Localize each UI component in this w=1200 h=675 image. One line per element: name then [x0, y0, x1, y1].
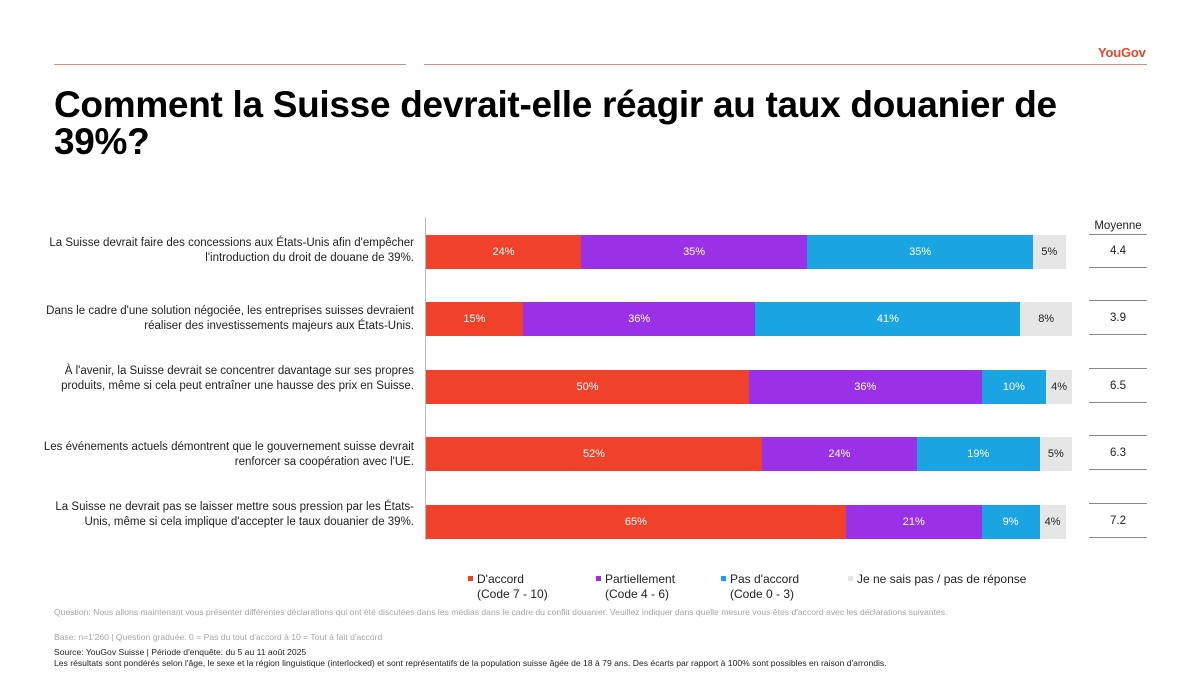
bar-segment: 5%	[1033, 235, 1066, 269]
category-label: Les événements actuels démontrent que le…	[43, 441, 414, 468]
bar-segment: 36%	[522, 302, 756, 336]
mean-value: 3.9	[1110, 312, 1126, 324]
mean-column-header: Moyenne	[1094, 220, 1142, 232]
data-label: 35%	[683, 246, 706, 258]
footnote-source: Source: YouGov Suisse | Période d'enquêt…	[54, 647, 307, 657]
bar-segment: 35%	[807, 235, 1034, 269]
mean-row-rule	[1089, 537, 1147, 538]
bar-segment: 50%	[426, 370, 749, 404]
mean-value: 6.5	[1110, 380, 1126, 392]
mean-value: 7.2	[1110, 515, 1126, 527]
mean-row-rule	[1089, 267, 1147, 268]
bar-segment: 8%	[1020, 302, 1072, 336]
footnote-base: Base: n=1'260 | Question graduée: 0 = Pa…	[54, 632, 383, 642]
category-label: La Suisse devrait faire des concessions …	[49, 237, 414, 264]
bar-segment: 19%	[916, 437, 1040, 471]
mean-row-rule	[1089, 435, 1147, 436]
data-label: 65%	[624, 516, 647, 528]
data-label: 9%	[1002, 516, 1019, 528]
mean-row-rule	[1089, 300, 1147, 301]
legend-code-range: (Code 7 - 10)	[477, 587, 548, 601]
legend-swatch	[596, 576, 601, 582]
bar-segment: 35%	[581, 235, 808, 269]
bar-segment: 15%	[426, 302, 523, 336]
bar-segment: 4%	[1046, 370, 1072, 404]
legend-item: Pas d'accord (Code 0 - 3)	[721, 572, 799, 602]
data-label: 41%	[876, 313, 899, 325]
mean-row-rule	[1089, 334, 1147, 335]
yougov-logo: YouGov	[1098, 45, 1146, 60]
category-label: Dans le cadre d'une solution négociée, l…	[46, 305, 414, 332]
mean-row-rule	[1089, 469, 1147, 470]
mean-row-rule	[1089, 368, 1147, 369]
bar-segment: 4%	[1039, 505, 1066, 539]
bar-segment: 36%	[749, 370, 982, 404]
data-label: 4%	[1051, 381, 1068, 393]
mean-header-rule	[1089, 234, 1147, 235]
page-title: Comment la Suisse devrait-elle réagir au…	[54, 84, 1057, 162]
legend-item: D'accord (Code 7 - 10)	[468, 572, 548, 602]
data-label: 19%	[967, 448, 990, 460]
legend-label: D'accord	[477, 572, 524, 586]
legend-label: Partiellement	[605, 572, 676, 586]
bar-segment: 65%	[426, 505, 846, 539]
category-axis-line	[425, 218, 426, 540]
data-label: 5%	[1047, 448, 1064, 460]
legend-label: Je ne sais pas / pas de réponse	[857, 572, 1027, 586]
legend-label: Pas d'accord	[730, 572, 799, 586]
bar-segment: 10%	[981, 370, 1047, 404]
header-rule-right	[424, 64, 1147, 65]
data-label: 15%	[463, 313, 486, 325]
mean-row-rule	[1089, 503, 1147, 504]
legend-item: Partiellement (Code 4 - 6)	[596, 572, 675, 602]
bar-segment: 52%	[426, 437, 762, 471]
data-label: 24%	[828, 448, 851, 460]
mean-value: 4.4	[1110, 245, 1126, 257]
header-rule-left	[54, 64, 406, 65]
data-label: 50%	[576, 381, 599, 393]
bar-segment: 5%	[1039, 437, 1072, 471]
data-label: 4%	[1044, 516, 1061, 528]
legend-swatch	[721, 576, 726, 582]
bar-segment: 21%	[845, 505, 982, 539]
data-label: 52%	[582, 448, 605, 460]
footnote-weighting: Les résultats sont pondérés selon l'âge,…	[54, 658, 887, 668]
data-label: 21%	[902, 516, 925, 528]
legend-code-range: (Code 4 - 6)	[605, 587, 670, 601]
data-label: 36%	[854, 381, 877, 393]
category-label: À l'avenir, la Suisse devrait se concent…	[61, 365, 414, 392]
data-label: 24%	[492, 246, 515, 258]
data-label: 35%	[909, 246, 932, 258]
mean-value: 6.3	[1110, 447, 1126, 459]
bar-segment: 41%	[755, 302, 1021, 336]
bar-segment: 24%	[761, 437, 917, 471]
data-label: 10%	[1002, 381, 1025, 393]
legend-item: Je ne sais pas / pas de réponse	[848, 572, 1026, 587]
legend-swatch	[468, 576, 473, 582]
data-label: 8%	[1038, 313, 1055, 325]
bar-segment: 9%	[981, 505, 1040, 539]
legend-swatch	[848, 576, 853, 582]
data-label: 36%	[628, 313, 651, 325]
data-label: 5%	[1041, 246, 1058, 258]
legend-code-range: (Code 0 - 3)	[730, 587, 795, 601]
bar-segment: 24%	[426, 235, 582, 269]
mean-row-rule	[1089, 402, 1147, 403]
category-label: La Suisse ne devrait pas se laisser mett…	[55, 501, 414, 528]
footnote-question: Question: Nous allons maintenant vous pr…	[54, 607, 948, 617]
